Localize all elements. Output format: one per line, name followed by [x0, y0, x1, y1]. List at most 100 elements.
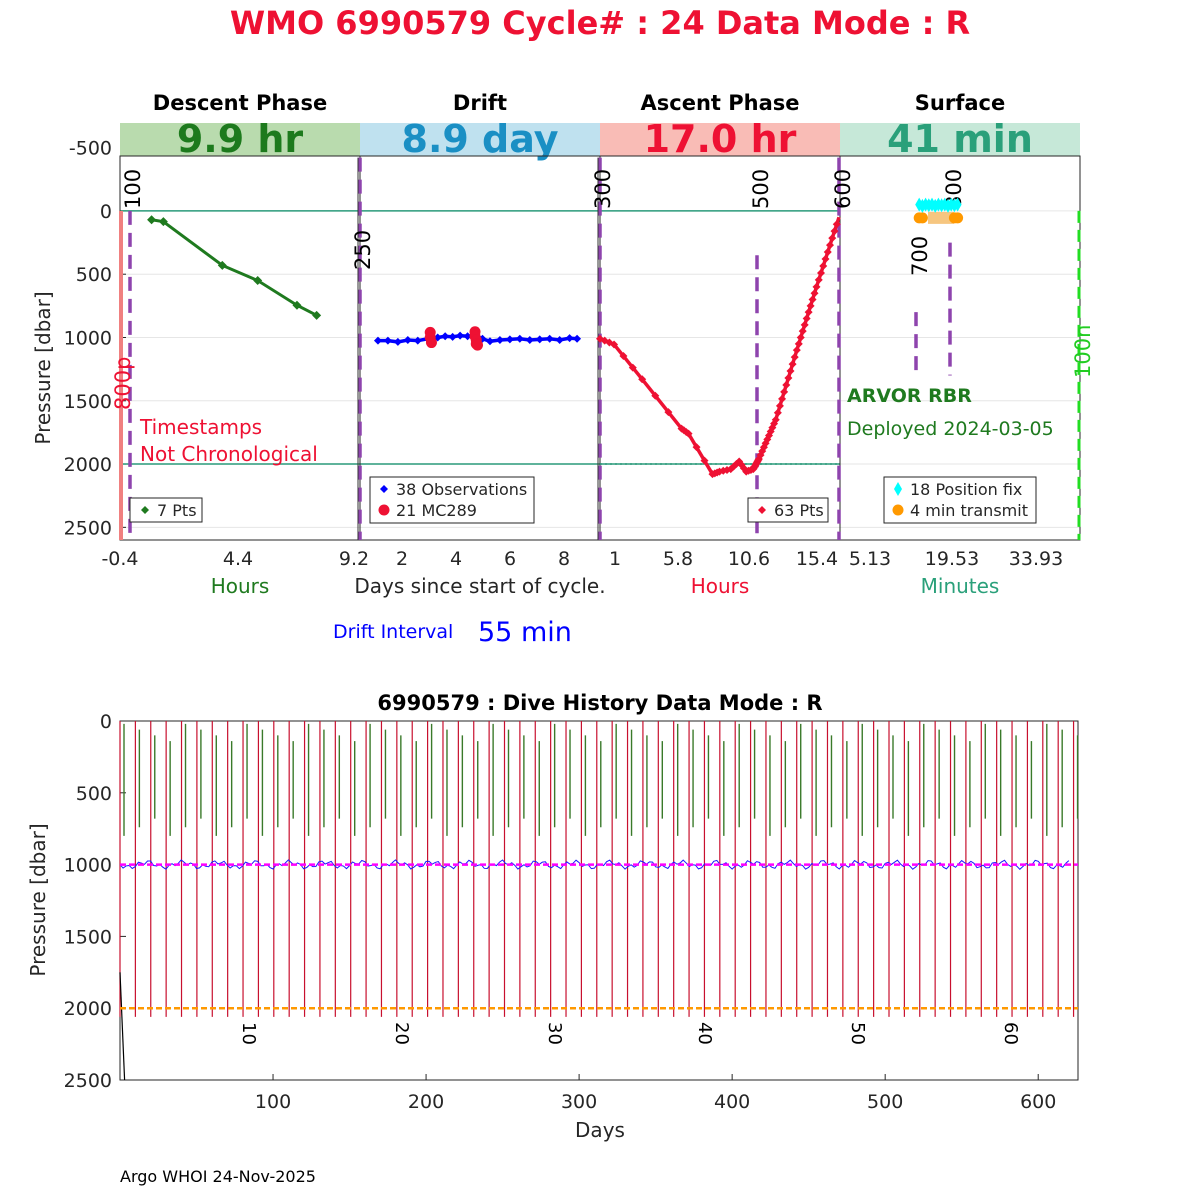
- data-point: [515, 334, 524, 343]
- data-point: [413, 336, 422, 345]
- data-point: [804, 308, 813, 317]
- drift-interval-label: Drift Interval: [333, 621, 453, 643]
- legend-marker: [380, 485, 388, 493]
- legend-marker: [894, 482, 902, 496]
- marker-label-800p: 800p: [111, 357, 135, 410]
- data-point: [796, 333, 805, 342]
- phase-duration-descent: 9.9 hr: [177, 117, 304, 161]
- history-x-tick: 500: [867, 1091, 903, 1113]
- marker-label-250: 250: [351, 230, 375, 270]
- data-point: [684, 429, 693, 438]
- data-point: [700, 456, 709, 465]
- phase-band-ascent: [600, 123, 840, 156]
- history-x-tick: 600: [1020, 1091, 1056, 1113]
- data-point: [821, 255, 830, 264]
- legend-surface: [883, 476, 1037, 524]
- data-point: [823, 248, 832, 257]
- data-point: [817, 268, 826, 277]
- data-point: [463, 332, 472, 341]
- legend-marker: [141, 506, 149, 514]
- data-point: [810, 289, 819, 298]
- drift-interval-value: 55 min: [478, 617, 572, 648]
- marker-label-100: 100: [121, 169, 145, 209]
- data-point: [403, 336, 412, 345]
- data-point: [425, 337, 437, 349]
- legend-marker: [378, 504, 390, 516]
- data-point: [565, 334, 574, 343]
- y-tick-label: 0: [100, 201, 112, 223]
- data-point: [788, 360, 797, 369]
- drift-x-tick: 6: [504, 548, 516, 570]
- surface-x-tick: 33.93: [1009, 548, 1063, 570]
- marker-label-500: 500: [749, 169, 773, 209]
- data-point: [812, 282, 821, 291]
- data-point: [800, 320, 809, 329]
- drift-x-tick: 4: [450, 548, 462, 570]
- data-point: [217, 260, 227, 270]
- data-point: [312, 310, 322, 320]
- data-point: [778, 394, 787, 403]
- data-point: [792, 346, 801, 355]
- history-y-tick: 0: [100, 711, 112, 733]
- data-point: [495, 336, 504, 345]
- data-point: [782, 380, 791, 389]
- data-point: [472, 339, 484, 351]
- legend-text: 4 min transmit: [910, 501, 1028, 520]
- history-y-tick: 1500: [64, 926, 112, 948]
- phase-band-drift: [360, 123, 600, 156]
- data-point: [638, 375, 647, 384]
- y-tick-label: 1500: [64, 391, 112, 413]
- data-point: [292, 300, 302, 310]
- cycle-number-label: 30: [544, 1022, 565, 1045]
- data-point: [555, 336, 564, 345]
- cycle-number-label: 40: [694, 1022, 715, 1045]
- deployment-date: Deployed 2024-03-05: [847, 418, 1054, 440]
- surface-x-axis-label: Minutes: [921, 574, 1000, 598]
- descent-x-tick: 4.4: [223, 548, 253, 570]
- data-point: [383, 336, 392, 345]
- data-point: [775, 401, 784, 410]
- phase-band-descent: [120, 123, 360, 156]
- data-point: [664, 408, 673, 417]
- data-point: [790, 353, 799, 362]
- data-point: [830, 227, 839, 236]
- legend-drift: [369, 476, 535, 524]
- history-title: 6990579 : Dive History Data Mode : R: [377, 691, 822, 715]
- data-point: [448, 332, 457, 341]
- data-point: [794, 339, 803, 348]
- legend-text: 7 Pts: [157, 501, 197, 520]
- drift-x-tick: 2: [396, 548, 408, 570]
- history-x-tick: 100: [255, 1091, 291, 1113]
- data-point: [784, 373, 793, 382]
- top-y-axis-label: Pressure [dbar]: [31, 291, 55, 444]
- history-y-tick: 2500: [64, 1070, 112, 1092]
- legend-text: 63 Pts: [774, 501, 824, 520]
- phase-title-ascent: Ascent Phase: [641, 91, 800, 115]
- ascent-x-axis-label: Hours: [691, 574, 750, 598]
- history-plot-area: [119, 720, 1079, 1081]
- cycle-number-label: 10: [238, 1022, 259, 1045]
- data-point: [832, 220, 841, 229]
- phase-duration-surface: 41 min: [887, 117, 1033, 161]
- ascent-x-tick: 5.8: [663, 548, 693, 570]
- data-point: [441, 332, 450, 341]
- legend-text: 18 Position fix: [910, 480, 1022, 499]
- phase-duration-ascent: 17.0 hr: [644, 117, 797, 161]
- data-point: [535, 335, 544, 344]
- data-point: [916, 212, 928, 224]
- y-tick-label: 2000: [64, 454, 112, 476]
- drift-x-axis-label: Days since start of cycle.: [354, 574, 605, 598]
- data-point: [573, 334, 582, 343]
- data-point: [952, 212, 964, 224]
- timestamps-note: Timestamps: [139, 415, 262, 439]
- ascent-x-tick: 1: [609, 548, 621, 570]
- legend-ascent: [747, 497, 829, 523]
- y-tick-label: 1000: [64, 327, 112, 349]
- data-point: [505, 335, 514, 344]
- data-point: [253, 276, 263, 286]
- surface-x-tick: 5.13: [849, 548, 891, 570]
- data-point: [456, 331, 465, 340]
- data-point: [485, 337, 494, 346]
- cycle-number-label: 60: [1000, 1022, 1021, 1045]
